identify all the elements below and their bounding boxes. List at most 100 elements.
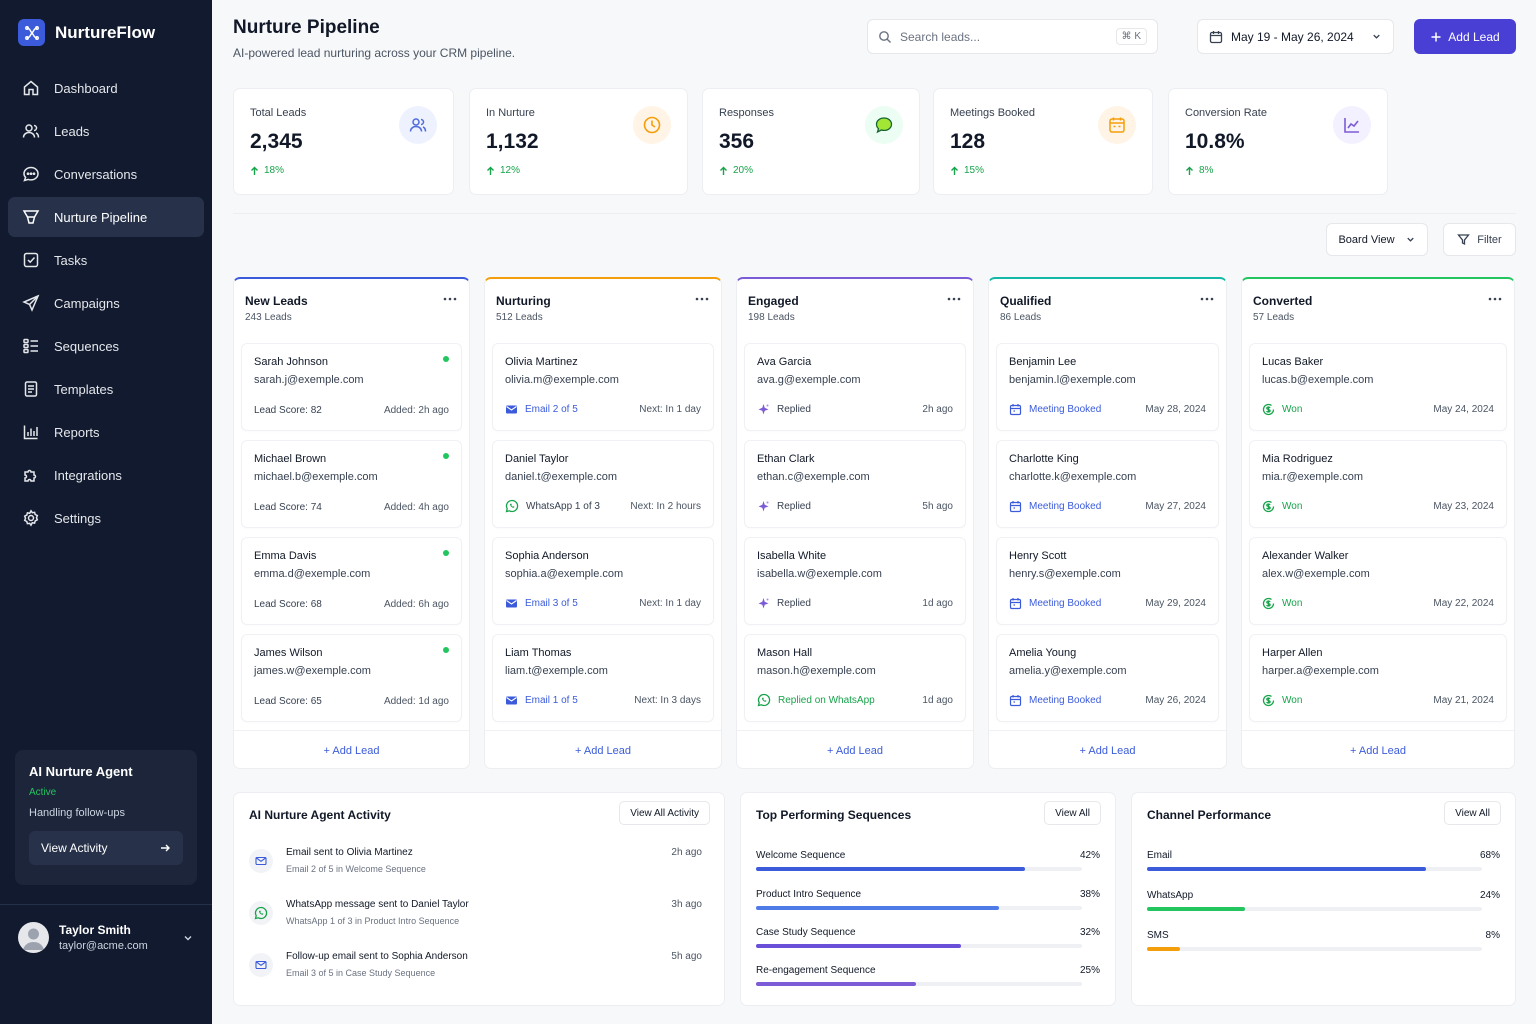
add-lead-label: Add Lead <box>1448 29 1500 44</box>
view-all-channels-button[interactable]: View All <box>1444 801 1501 825</box>
progress-label: Welcome Sequence <box>756 850 846 861</box>
sidebar-item-dashboard[interactable]: Dashboard <box>8 68 204 108</box>
lead-email: alex.w@exemple.com <box>1262 568 1370 580</box>
column-add-lead-button[interactable]: + Add Lead <box>1350 745 1406 757</box>
lead-card[interactable]: Liam Thomas liam.t@exemple.com Email 1 o… <box>492 634 714 722</box>
lead-status-label: Replied on WhatsApp <box>778 694 875 706</box>
card-list: Sarah Johnson sarah.j@exemple.com Lead S… <box>241 343 462 731</box>
sidebar-item-reports[interactable]: Reports <box>8 412 204 452</box>
column-add-lead-button[interactable]: + Add Lead <box>827 745 883 757</box>
sidebar-item-campaigns[interactable]: Campaigns <box>8 283 204 323</box>
date-range-picker[interactable]: May 19 - May 26, 2024 <box>1197 19 1394 54</box>
lead-status-label: Won <box>1282 404 1303 415</box>
lead-card[interactable]: Mason Hall mason.h@exemple.com Replied o… <box>744 634 966 722</box>
chat-icon <box>23 166 39 182</box>
progress-percent: 8% <box>1485 930 1500 941</box>
lead-card[interactable]: Sophia Anderson sophia.a@exemple.com Ema… <box>492 537 714 625</box>
column-count: 243 Leads <box>245 312 292 323</box>
lead-card[interactable]: Isabella White isabella.w@exemple.com Re… <box>744 537 966 625</box>
lead-card[interactable]: Ethan Clark ethan.c@exemple.com Replied … <box>744 440 966 528</box>
column-add-lead-button[interactable]: + Add Lead <box>1079 745 1136 757</box>
sidebar-item-integrations[interactable]: Integrations <box>8 455 204 495</box>
lead-card[interactable]: Mia Rodriguez mia.r@exemple.com Won May … <box>1249 440 1507 528</box>
users-icon <box>22 124 40 138</box>
lead-card[interactable]: Alexander Walker alex.w@exemple.com Won … <box>1249 537 1507 625</box>
brand[interactable]: NurtureFlow <box>18 19 155 46</box>
sidebar-item-templates[interactable]: Templates <box>8 369 204 409</box>
sidebar-item-nurture-pipeline[interactable]: Nurture Pipeline <box>8 197 204 237</box>
lead-card[interactable]: Amelia Young amelia.y@exemple.com Meetin… <box>996 634 1219 722</box>
lead-status: WhatsApp 1 of 3 <box>505 499 600 513</box>
lead-meta: May 29, 2024 <box>1145 598 1206 609</box>
progress-label: Re-engagement Sequence <box>756 965 876 976</box>
sparkle-icon <box>757 500 770 513</box>
stat-label: Meetings Booked <box>950 107 1035 119</box>
lead-card-footer: Won May 21, 2024 <box>1262 694 1494 707</box>
arrow-up-icon <box>1186 166 1193 175</box>
lead-card[interactable]: Olivia Martinez olivia.m@exemple.com Ema… <box>492 343 714 431</box>
sidebar-item-tasks[interactable]: Tasks <box>8 240 204 280</box>
lead-email: sarah.j@exemple.com <box>254 374 364 386</box>
column-add-lead-button[interactable]: + Add Lead <box>323 745 380 757</box>
lead-status-label: WhatsApp 1 of 3 <box>526 500 600 512</box>
more-options-icon[interactable] <box>1200 297 1214 301</box>
activity-item[interactable]: Follow-up email sent to Sophia Anderson … <box>249 951 702 978</box>
progress-fill <box>1147 947 1180 951</box>
lead-email: sophia.a@exemple.com <box>505 568 624 580</box>
user-menu[interactable]: Taylor Smith taylor@acme.com <box>18 922 194 953</box>
stat-change: 15% <box>950 165 1136 176</box>
lead-card-footer: Meeting Booked May 27, 2024 <box>1009 500 1206 513</box>
progress-percent: 42% <box>1079 850 1100 861</box>
lead-email: emma.d@exemple.com <box>254 568 371 580</box>
progress-percent: 24% <box>1479 890 1500 901</box>
lead-status: Lead Score: 68 <box>254 599 322 610</box>
lead-card-footer: Lead Score: 65 Added: 1d ago <box>254 696 449 707</box>
sidebar-item-conversations[interactable]: Conversations <box>8 154 204 194</box>
divider <box>1242 730 1514 731</box>
lead-card[interactable]: Charlotte King charlotte.k@exemple.com M… <box>996 440 1219 528</box>
whatsapp-icon <box>249 901 273 925</box>
channel-performance-panel: Channel Performance View All Email 68% W… <box>1131 792 1516 1006</box>
plus-icon <box>1431 32 1441 41</box>
lead-card[interactable]: Emma Davis emma.d@exemple.com Lead Score… <box>241 537 462 625</box>
activity-item[interactable]: Email sent to Olivia Martinez Email 2 of… <box>249 847 702 874</box>
lead-status-label: Won <box>1282 695 1303 706</box>
lead-card[interactable]: Daniel Taylor daniel.t@exemple.com Whats… <box>492 440 714 528</box>
lead-card[interactable]: Henry Scott henry.s@exemple.com Meeting … <box>996 537 1219 625</box>
search-input[interactable] <box>900 29 1108 44</box>
progress-label: Email <box>1147 850 1173 861</box>
sidebar-item-sequences[interactable]: Sequences <box>8 326 204 366</box>
lead-card[interactable]: Harper Allen harper.a@exemple.com Won Ma… <box>1249 634 1507 722</box>
lead-card[interactable]: James Wilson james.w@exemple.com Lead Sc… <box>241 634 462 722</box>
filter-button[interactable]: Filter <box>1443 223 1516 256</box>
column-add-lead-button[interactable]: + Add Lead <box>575 745 631 757</box>
lead-card[interactable]: Ava Garcia ava.g@exemple.com Replied 2h … <box>744 343 966 431</box>
stat-change-value: 20% <box>733 165 754 176</box>
lead-meta: Added: 4h ago <box>383 502 449 513</box>
lead-card[interactable]: Michael Brown michael.b@exemple.com Lead… <box>241 440 462 528</box>
lead-status-label: Replied <box>777 404 811 415</box>
stat-change: 8% <box>1185 165 1371 176</box>
lead-card-footer: Lead Score: 82 Added: 2h ago <box>254 405 449 416</box>
board-view-select[interactable]: Board View <box>1326 223 1428 256</box>
view-all-sequences-button[interactable]: View All <box>1044 801 1101 825</box>
divider <box>234 730 469 731</box>
lead-card[interactable]: Benjamin Lee benjamin.l@exemple.com Meet… <box>996 343 1219 431</box>
sparkle-icon <box>757 403 770 416</box>
add-lead-button[interactable]: Add Lead <box>1414 19 1516 54</box>
view-all-activity-button[interactable]: View All Activity <box>619 801 710 825</box>
view-activity-button[interactable]: View Activity <box>29 831 183 865</box>
more-options-icon[interactable] <box>695 297 709 301</box>
activity-item[interactable]: WhatsApp message sent to Daniel Taylor W… <box>249 899 702 926</box>
lead-card[interactable]: Lucas Baker lucas.b@exemple.com Won May … <box>1249 343 1507 431</box>
more-options-icon[interactable] <box>443 297 457 301</box>
progress-label: WhatsApp <box>1147 890 1194 901</box>
more-options-icon[interactable] <box>1488 297 1502 301</box>
more-options-icon[interactable] <box>947 297 961 301</box>
lead-status-label: Email 2 of 5 <box>525 404 578 415</box>
sidebar-item-label: Conversations <box>54 166 138 182</box>
sidebar-item-settings[interactable]: Settings <box>8 498 204 538</box>
sidebar-item-leads[interactable]: Leads <box>8 111 204 151</box>
lead-card[interactable]: Sarah Johnson sarah.j@exemple.com Lead S… <box>241 343 462 431</box>
lead-meta: Next: In 1 day <box>639 404 701 415</box>
